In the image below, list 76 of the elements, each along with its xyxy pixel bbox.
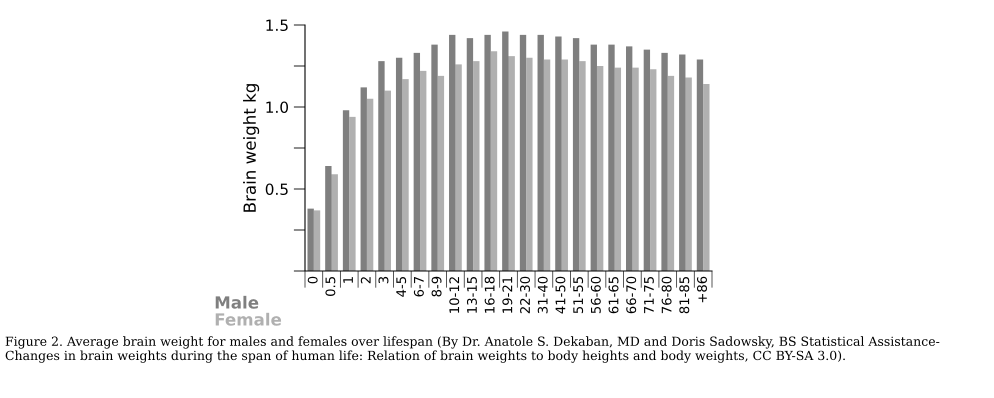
bar bbox=[490, 51, 498, 271]
x-tick-label: 61-65 bbox=[608, 277, 618, 314]
x-tick-label: 1 bbox=[343, 277, 353, 283]
x-tick-label: 10-12 bbox=[449, 277, 460, 313]
bar bbox=[644, 50, 650, 271]
bar bbox=[685, 77, 692, 271]
bar bbox=[703, 84, 710, 271]
bar bbox=[349, 116, 356, 271]
x-tick-label: 8-9 bbox=[432, 276, 442, 297]
x-tick-label: +86 bbox=[697, 276, 707, 302]
bar bbox=[538, 34, 544, 271]
bar bbox=[402, 79, 409, 271]
bar bbox=[520, 34, 526, 271]
x-tick-label: 16-18 bbox=[484, 276, 495, 313]
x-tick-label: 31-40 bbox=[538, 276, 548, 314]
bar bbox=[679, 54, 686, 271]
x-tick-label: 56-60 bbox=[590, 276, 601, 314]
bar bbox=[342, 110, 350, 271]
x-tick-label: 19-21 bbox=[502, 277, 512, 313]
x-tick-label: 6-7 bbox=[414, 276, 424, 296]
y-tick-label: 1.0 bbox=[266, 101, 288, 114]
bar bbox=[555, 36, 562, 271]
bar bbox=[466, 38, 474, 271]
bar bbox=[650, 69, 656, 271]
x-tick-label: 41-50 bbox=[555, 276, 566, 314]
bar bbox=[332, 174, 338, 271]
bar bbox=[668, 76, 674, 271]
bar bbox=[696, 59, 704, 271]
bar bbox=[614, 68, 622, 271]
bar bbox=[508, 56, 515, 271]
bar bbox=[420, 70, 426, 271]
bar bbox=[396, 58, 402, 271]
x-tick-label: 66-70 bbox=[626, 276, 636, 314]
x-tick-label: 22-30 bbox=[520, 276, 530, 314]
bar bbox=[572, 38, 580, 271]
x-tick-label: 0 bbox=[308, 276, 318, 284]
bar bbox=[378, 61, 385, 271]
bar bbox=[590, 44, 597, 271]
bar bbox=[608, 44, 615, 271]
bar bbox=[544, 59, 550, 271]
caption: Figure 2. Average brain weight for males and females over lifespan (By Dr. Anatole S. Dekaban, MD and Doris Sadowsky, BS Statistical Assistance- Changes in brain weights during the span of human life: Relation of brain weights to body heights and body weights, CC BY-SA 3.0). bbox=[6, 336, 940, 363]
bar bbox=[431, 44, 438, 271]
bar bbox=[579, 61, 586, 271]
bar bbox=[325, 166, 332, 271]
bar bbox=[502, 32, 508, 271]
bar bbox=[455, 64, 462, 271]
y-tick-label: 1.5 bbox=[266, 20, 288, 32]
bar bbox=[661, 52, 668, 271]
text: Male bbox=[216, 296, 258, 309]
x-tick-label: 4-5 bbox=[396, 277, 406, 297]
bar bbox=[360, 87, 367, 271]
bar bbox=[526, 58, 533, 271]
bar bbox=[632, 68, 639, 271]
x-tick-label: 51-55 bbox=[573, 277, 584, 314]
bar bbox=[366, 98, 374, 271]
bar bbox=[384, 90, 391, 271]
x-tick-label: 81-85 bbox=[679, 277, 690, 314]
x-tick-label: 76-80 bbox=[662, 276, 672, 314]
y-tick-label: 0.5 bbox=[266, 183, 288, 196]
bar bbox=[414, 52, 420, 271]
x-tick-label: 71-75 bbox=[644, 277, 654, 314]
bar bbox=[596, 66, 604, 271]
bar bbox=[307, 208, 314, 271]
bar bbox=[473, 61, 480, 271]
bar bbox=[438, 76, 444, 271]
bar bbox=[562, 59, 568, 271]
x-tick-label: 13-15 bbox=[466, 277, 477, 313]
bar bbox=[449, 34, 456, 271]
bar bbox=[484, 34, 491, 271]
bar bbox=[314, 210, 320, 271]
y-axis-title: Brain weight kg bbox=[243, 84, 260, 212]
x-tick-label: 0.5 bbox=[325, 277, 336, 296]
x-tick-label: 2 bbox=[360, 277, 371, 284]
text: Female bbox=[216, 312, 282, 326]
bar bbox=[626, 46, 632, 271]
x-tick-label: 3 bbox=[378, 276, 388, 284]
